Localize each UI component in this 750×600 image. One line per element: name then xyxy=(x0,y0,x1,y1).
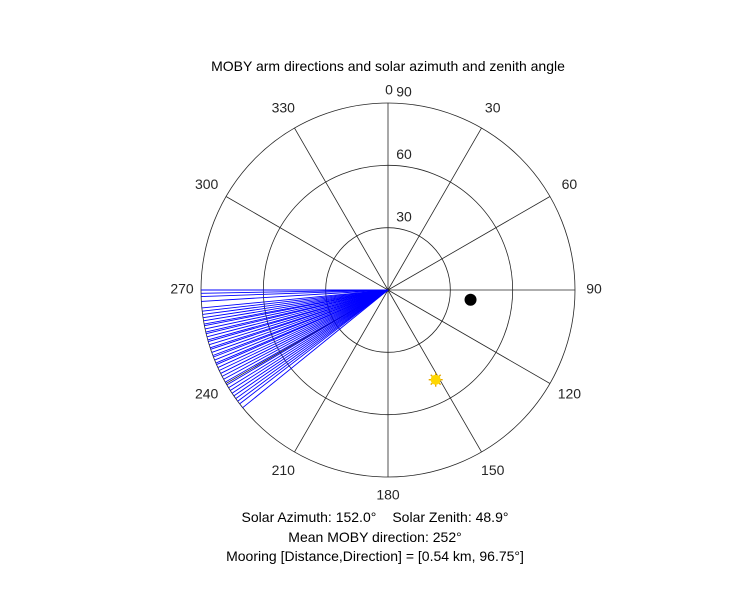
arm-line xyxy=(216,289,389,365)
arm-line xyxy=(201,289,389,297)
spoke-line xyxy=(294,289,389,453)
mooring-marker xyxy=(464,293,477,306)
arm-line xyxy=(204,289,389,327)
arm-line xyxy=(220,289,389,374)
angle-tick-label: 300 xyxy=(195,176,219,192)
solar-azimuth-text: Solar Azimuth: 152.0° xyxy=(241,509,377,525)
spoke-line xyxy=(387,289,551,384)
arm-line xyxy=(214,289,389,361)
arm-line xyxy=(237,289,389,402)
arm-line xyxy=(213,289,389,358)
angle-tick-label: 180 xyxy=(376,487,400,503)
arm-line xyxy=(239,289,389,405)
mean-direction-text: Mean MOBY direction: 252° xyxy=(288,529,462,545)
angle-tick-label: 0 xyxy=(385,82,393,98)
radial-tick-label: 60 xyxy=(396,146,412,162)
arm-line xyxy=(225,289,389,383)
arm-line xyxy=(203,289,389,322)
spoke-line xyxy=(225,196,389,291)
arm-line xyxy=(202,289,389,319)
radial-tick-label: 30 xyxy=(396,208,412,224)
arm-line xyxy=(217,289,389,368)
arm-line xyxy=(206,289,389,338)
sun-marker xyxy=(428,372,443,387)
arm-line xyxy=(204,289,389,330)
solar-zenith-text: Solar Zenith: 48.9° xyxy=(392,509,509,525)
arm-line xyxy=(231,289,389,394)
sun-disk xyxy=(430,374,441,385)
arm-line xyxy=(230,289,389,391)
angle-tick-label: 270 xyxy=(170,281,194,297)
moby-arm-lines xyxy=(201,289,389,409)
arm-line xyxy=(202,289,389,315)
angle-tick-label: 120 xyxy=(558,385,582,401)
arm-line xyxy=(202,289,389,312)
arm-line xyxy=(221,289,389,377)
arm-line xyxy=(235,289,389,399)
arm-line xyxy=(211,289,389,353)
arm-line xyxy=(201,289,389,302)
angle-tick-labels: 0 30 60 90 120 150 180 210 240 270 300 330 xyxy=(170,82,602,503)
angle-tick-label: 90 xyxy=(586,281,602,297)
arm-line xyxy=(206,289,389,335)
angle-tick-label: 60 xyxy=(562,176,578,192)
spoke-line xyxy=(294,127,389,291)
arm-line xyxy=(201,289,389,309)
chart-title: MOBY arm directions and solar azimuth an… xyxy=(211,58,565,74)
angle-tick-label: 30 xyxy=(485,99,501,115)
arm-line xyxy=(209,289,389,346)
arm-line xyxy=(242,289,389,409)
spoke-line xyxy=(387,127,482,291)
mooring-text: Mooring [Distance,Direction] = [0.54 km,… xyxy=(226,548,524,564)
radial-tick-label: 90 xyxy=(396,84,412,100)
markers xyxy=(428,293,477,387)
arm-line xyxy=(233,289,389,397)
radial-tick-labels: 30 60 90 xyxy=(396,84,412,225)
arm-line xyxy=(226,289,389,386)
angle-tick-label: 210 xyxy=(272,462,296,478)
arm-line xyxy=(228,289,389,389)
arm-line xyxy=(210,289,389,350)
angle-tick-label: 150 xyxy=(481,462,505,478)
solar-info-line: Solar Azimuth: 152.0° Solar Zenith: 48.9° xyxy=(0,509,750,525)
spoke-line xyxy=(387,196,551,291)
angle-tick-label: 240 xyxy=(195,385,219,401)
arm-line xyxy=(223,289,389,380)
angle-tick-label: 330 xyxy=(272,99,296,115)
arm-line xyxy=(208,289,389,342)
spoke-line xyxy=(387,289,482,453)
arm-line xyxy=(201,289,389,294)
arm-line xyxy=(219,289,389,371)
